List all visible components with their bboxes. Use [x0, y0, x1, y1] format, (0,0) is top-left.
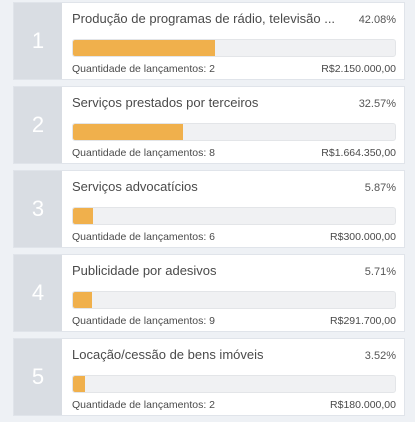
- progress-bar-fill: [73, 40, 216, 56]
- item-percent: 5.87%: [364, 182, 396, 194]
- list-item[interactable]: 2 Serviços prestados por terceiros 32.57…: [13, 86, 405, 164]
- item-title: Publicidade por adesivos: [72, 263, 217, 278]
- item-body: Serviços prestados por terceiros 32.57% …: [62, 87, 404, 163]
- list-item[interactable]: 1 Produção de programas de rádio, televi…: [13, 2, 405, 80]
- item-footer: Quantidade de lançamentos: 2 R$2.150.000…: [72, 63, 396, 75]
- rank-number: 2: [14, 87, 62, 163]
- item-header: Publicidade por adesivos 5.71%: [72, 263, 396, 279]
- item-amount: R$291.700,00: [330, 315, 396, 327]
- list-item[interactable]: 3 Serviços advocatícios 5.87% Quantidade…: [13, 170, 405, 248]
- progress-bar-fill: [73, 208, 93, 224]
- item-body: Publicidade por adesivos 5.71% Quantidad…: [62, 255, 404, 331]
- item-title: Serviços prestados por terceiros: [72, 95, 259, 110]
- item-amount: R$300.000,00: [330, 231, 396, 243]
- item-amount: R$2.150.000,00: [321, 63, 396, 75]
- progress-bar-fill: [73, 292, 93, 308]
- item-count: Quantidade de lançamentos: 9: [72, 315, 216, 327]
- item-amount: R$1.664.350,00: [321, 147, 396, 159]
- item-header: Serviços advocatícios 5.87%: [72, 179, 396, 195]
- item-percent: 3.52%: [364, 350, 396, 362]
- item-percent: 32.57%: [358, 98, 396, 110]
- item-title: Serviços advocatícios: [72, 179, 198, 194]
- expense-ranking-list: 1 Produção de programas de rádio, televi…: [13, 2, 405, 422]
- item-count: Quantidade de lançamentos: 6: [72, 231, 216, 243]
- item-count: Quantidade de lançamentos: 2: [72, 399, 216, 411]
- list-item[interactable]: 5 Locação/cessão de bens imóveis 3.52% Q…: [13, 338, 405, 416]
- item-percent: 5.71%: [364, 266, 396, 278]
- item-footer: Quantidade de lançamentos: 6 R$300.000,0…: [72, 231, 396, 243]
- item-footer: Quantidade de lançamentos: 9 R$291.700,0…: [72, 315, 396, 327]
- progress-bar: [72, 207, 396, 225]
- item-header: Produção de programas de rádio, televisã…: [72, 11, 396, 27]
- item-count: Quantidade de lançamentos: 2: [72, 63, 216, 75]
- item-header: Serviços prestados por terceiros 32.57%: [72, 95, 396, 111]
- item-percent: 42.08%: [358, 14, 396, 26]
- item-body: Locação/cessão de bens imóveis 3.52% Qua…: [62, 339, 404, 415]
- rank-number: 5: [14, 339, 62, 415]
- list-item[interactable]: 4 Publicidade por adesivos 5.71% Quantid…: [13, 254, 405, 332]
- item-body: Serviços advocatícios 5.87% Quantidade d…: [62, 171, 404, 247]
- progress-bar: [72, 39, 396, 57]
- progress-bar-fill: [73, 376, 85, 392]
- rank-number: 1: [14, 3, 62, 79]
- progress-bar: [72, 375, 396, 393]
- rank-number: 3: [14, 171, 62, 247]
- progress-bar-fill: [73, 124, 184, 140]
- item-amount: R$180.000,00: [330, 399, 396, 411]
- item-footer: Quantidade de lançamentos: 8 R$1.664.350…: [72, 147, 396, 159]
- item-count: Quantidade de lançamentos: 8: [72, 147, 216, 159]
- item-footer: Quantidade de lançamentos: 2 R$180.000,0…: [72, 399, 396, 411]
- item-title: Produção de programas de rádio, televisã…: [72, 11, 336, 26]
- item-title: Locação/cessão de bens imóveis: [72, 347, 264, 362]
- progress-bar: [72, 291, 396, 309]
- item-header: Locação/cessão de bens imóveis 3.52%: [72, 347, 396, 363]
- rank-number: 4: [14, 255, 62, 331]
- item-body: Produção de programas de rádio, televisã…: [62, 3, 404, 79]
- progress-bar: [72, 123, 396, 141]
